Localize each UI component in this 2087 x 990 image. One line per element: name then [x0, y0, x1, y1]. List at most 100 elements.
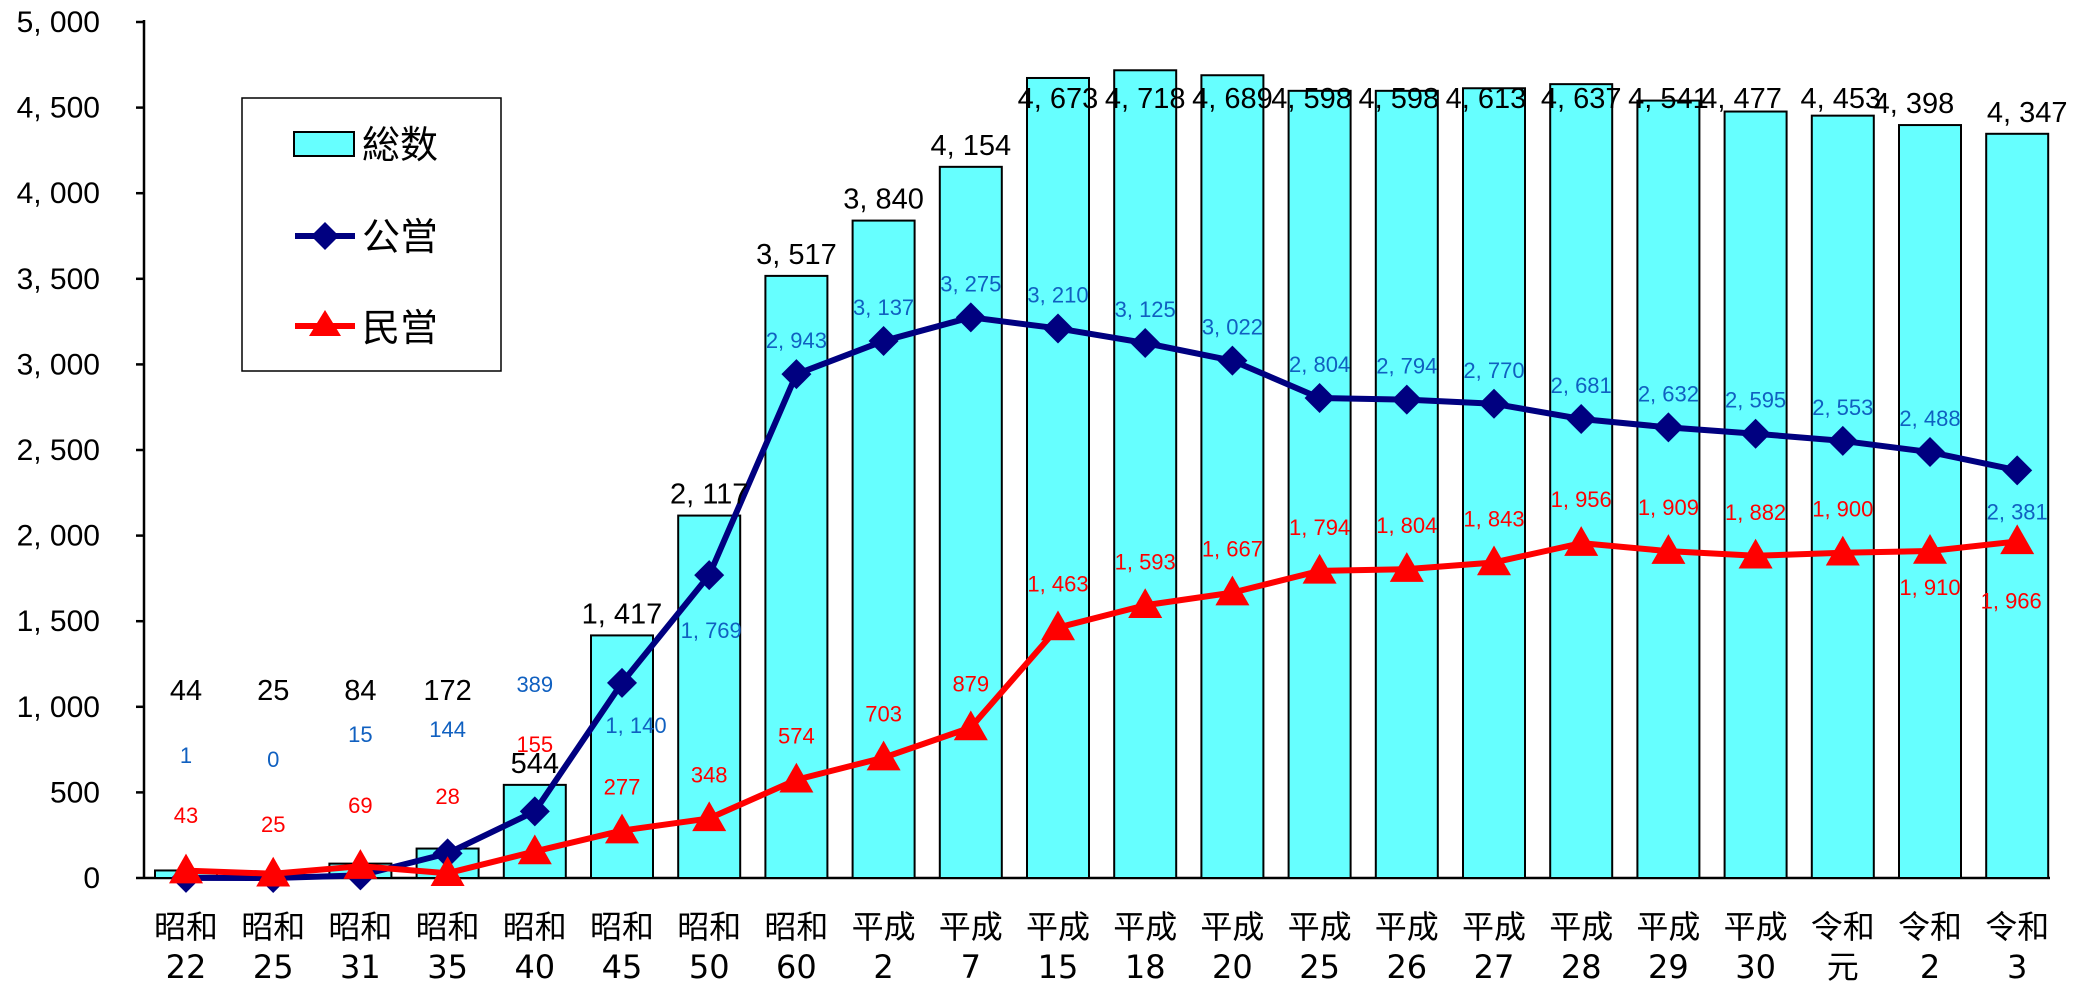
label-public: 2, 595 [1725, 388, 1786, 413]
label-private: 1, 794 [1289, 515, 1350, 540]
label-private: 1, 804 [1376, 513, 1437, 538]
bar-total [1200, 74, 1265, 879]
legend-label-public: 公営 [362, 215, 438, 259]
label-private: 1, 593 [1115, 549, 1176, 574]
x-tick-label: 20 [1212, 948, 1253, 986]
x-tick-label: 40 [514, 948, 555, 986]
x-tick-label: 26 [1386, 948, 1427, 986]
label-total: 1, 417 [582, 598, 663, 630]
label-public: 1, 140 [605, 713, 666, 738]
label-private: 25 [261, 812, 285, 837]
y-tick-label: 4, 500 [17, 92, 100, 125]
label-private: 1, 956 [1551, 487, 1612, 512]
label-total: 4, 718 [1105, 83, 1186, 115]
x-tick-label: 31 [340, 948, 381, 986]
x-tick-label: 昭和 [416, 908, 480, 946]
label-private: 1, 900 [1812, 497, 1873, 522]
label-private: 28 [435, 784, 459, 809]
marker-private [2000, 524, 2035, 555]
label-total: 4, 637 [1541, 83, 1622, 115]
marker-private [866, 740, 901, 771]
label-public: 3, 275 [940, 271, 1001, 296]
y-tick-label: 3, 000 [17, 348, 100, 381]
bar-total [1462, 87, 1526, 880]
label-total: 4, 398 [1874, 88, 1955, 120]
y-tick-label: 1, 500 [17, 605, 100, 638]
label-private: 69 [348, 793, 372, 818]
bar-total [1374, 89, 1439, 880]
label-public: 2, 632 [1638, 381, 1699, 406]
x-tick-label: 50 [689, 948, 730, 986]
label-total: 25 [257, 675, 289, 707]
bar-total [938, 165, 1003, 879]
label-private: 1, 909 [1638, 495, 1699, 520]
x-tick-label: 平成 [1026, 908, 1090, 946]
label-total: 4, 541 [1628, 83, 1709, 115]
marker-private [1389, 552, 1424, 582]
marker-public [1915, 437, 1945, 468]
label-public: 3, 210 [1027, 282, 1088, 307]
marker-private [779, 762, 814, 793]
marker-public [868, 325, 899, 356]
marker-private [430, 856, 465, 886]
label-total: 3, 517 [756, 239, 837, 271]
x-tick-label: 28 [1561, 948, 1602, 986]
y-tick-label: 5, 000 [17, 6, 100, 39]
label-private: 703 [865, 702, 902, 727]
marker-private [169, 853, 203, 884]
x-tick-label: 3 [2007, 948, 2027, 986]
line-public [185, 314, 2018, 881]
marker-private [605, 813, 639, 844]
x-tick-label: 平成 [1375, 908, 1439, 946]
label-total: 4, 453 [1800, 83, 1881, 115]
marker-public [432, 838, 463, 869]
label-total: 4, 673 [1018, 83, 1099, 115]
label-total: 4, 613 [1446, 83, 1527, 115]
label-private: 1, 882 [1725, 500, 1786, 525]
x-tick-label: 昭和 [154, 908, 218, 946]
bar-total [1636, 99, 1701, 879]
marker-private [1651, 534, 1686, 564]
label-public: 2, 770 [1463, 358, 1524, 383]
label-private: 574 [778, 724, 815, 749]
marker-public [1391, 384, 1422, 415]
legend-swatch-total [293, 131, 355, 157]
marker-private [1302, 553, 1337, 584]
x-tick-label: 平成 [1288, 908, 1352, 946]
label-total: 2, 117 [670, 479, 748, 511]
label-public: 1, 769 [681, 618, 742, 643]
x-tick-label: 平成 [939, 908, 1003, 946]
x-tick-label: 昭和 [503, 908, 567, 946]
label-private: 43 [174, 803, 198, 828]
label-public: 2, 943 [766, 328, 827, 353]
bar-total [1985, 132, 2050, 880]
x-tick-label: 昭和 [590, 908, 654, 946]
x-tick-label: 2 [873, 948, 893, 986]
x-tick-label: 29 [1648, 948, 1689, 986]
line-private [185, 538, 2018, 877]
label-total: 4, 598 [1271, 83, 1352, 115]
marker-private [256, 856, 291, 887]
label-public: 15 [348, 722, 372, 747]
bar-total [1549, 83, 1614, 879]
bar-total [1898, 124, 1962, 880]
bar-total [1723, 110, 1788, 879]
label-public: 3, 137 [853, 295, 914, 320]
marker-public [1479, 388, 1509, 419]
label-private: 277 [604, 775, 641, 800]
legend-label-private: 民営 [362, 306, 438, 350]
label-total: 544 [511, 748, 559, 780]
marker-public [1217, 345, 1248, 376]
marker-public [1827, 425, 1858, 456]
marker-private [692, 801, 727, 832]
bar-total [1287, 89, 1352, 880]
marker-private [1041, 610, 1075, 641]
bars [154, 69, 2050, 880]
label-total: 84 [344, 675, 376, 707]
legend-label-total: 総数 [362, 123, 438, 167]
label-public: 2, 804 [1289, 352, 1350, 377]
legend-marker-private [309, 310, 341, 336]
lines [169, 302, 2035, 893]
